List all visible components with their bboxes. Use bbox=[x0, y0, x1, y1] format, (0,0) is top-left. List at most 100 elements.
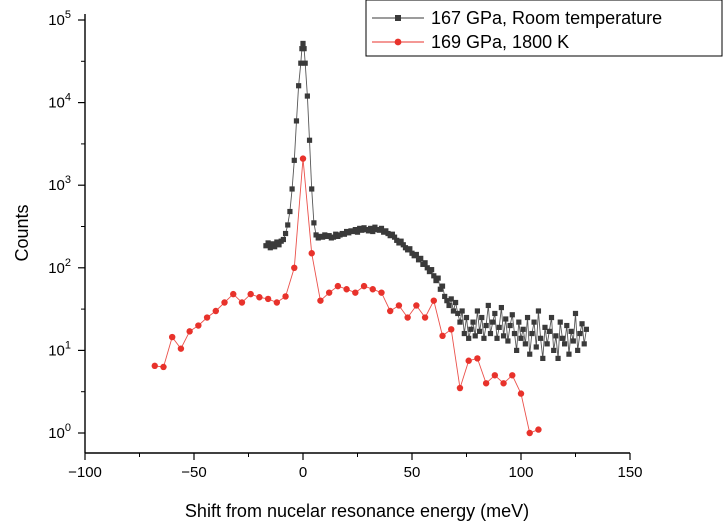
legend-entries: 167 GPa, Room temperature 169 GPa, 1800 K bbox=[372, 8, 662, 52]
data-point-circle bbox=[509, 372, 516, 379]
data-point-square bbox=[330, 234, 337, 240]
data-point-square bbox=[265, 240, 271, 246]
data-point-circle bbox=[203, 314, 211, 321]
data-point-square bbox=[470, 319, 476, 325]
data-point-square bbox=[429, 267, 435, 273]
data-point-circle bbox=[186, 328, 193, 335]
data-point-square bbox=[507, 322, 513, 329]
data-point-square bbox=[309, 186, 315, 192]
data-point-square bbox=[577, 330, 583, 337]
data-point-square bbox=[503, 316, 509, 322]
y-axis-title: Counts bbox=[12, 204, 32, 261]
data-point-square bbox=[439, 283, 446, 289]
data-point-square bbox=[400, 242, 406, 248]
data-point-square bbox=[301, 46, 307, 52]
data-point-square bbox=[446, 302, 452, 309]
data-point-square bbox=[490, 319, 496, 325]
data-point-circle bbox=[195, 322, 202, 329]
data-point-circle bbox=[517, 390, 525, 397]
data-point-circle bbox=[282, 293, 289, 300]
data-point-circle bbox=[465, 357, 472, 364]
data-point-square bbox=[474, 308, 480, 314]
data-point-square bbox=[461, 330, 467, 337]
data-point-circle bbox=[387, 307, 394, 315]
data-point-square bbox=[450, 308, 457, 314]
data-point-circle bbox=[535, 426, 542, 433]
x-tick-label: 100 bbox=[508, 464, 533, 481]
data-point-square bbox=[354, 229, 361, 235]
data-point-square bbox=[293, 118, 300, 124]
data-point-square bbox=[538, 335, 544, 341]
data-point-square bbox=[555, 355, 561, 362]
x-tick-label: 0 bbox=[299, 464, 307, 481]
data-point-square bbox=[263, 243, 269, 249]
y-tick-label: 104 bbox=[48, 92, 71, 112]
data-point-circle bbox=[343, 286, 350, 293]
data-point-square bbox=[287, 208, 293, 215]
legend-marker-square bbox=[395, 15, 401, 21]
data-point-square bbox=[522, 341, 528, 347]
data-point-square bbox=[285, 222, 291, 228]
x-ticks: −100 −50 0 50 100 150 bbox=[68, 453, 643, 481]
data-point-circle bbox=[369, 286, 376, 293]
y-tick-label: 100 bbox=[48, 422, 71, 442]
data-point-square bbox=[542, 324, 548, 330]
data-point-square bbox=[496, 324, 502, 330]
data-point-square bbox=[581, 341, 587, 347]
data-point-square bbox=[509, 312, 515, 318]
data-point-circle bbox=[491, 372, 499, 379]
data-point-circle bbox=[430, 297, 437, 304]
data-point-square bbox=[548, 314, 555, 321]
legend-marker-circle bbox=[394, 38, 402, 46]
data-point-square bbox=[566, 351, 572, 357]
data-point-square bbox=[289, 186, 295, 192]
data-point-square bbox=[298, 60, 304, 66]
data-point-square bbox=[453, 299, 459, 306]
data-point-circle bbox=[212, 307, 219, 315]
data-point-circle bbox=[352, 289, 359, 296]
data-point-square bbox=[418, 255, 424, 261]
data-point-square bbox=[500, 333, 507, 339]
data-point-circle bbox=[526, 429, 533, 437]
data-point-square bbox=[557, 319, 563, 325]
data-point-circle bbox=[264, 295, 272, 303]
data-point-square bbox=[516, 319, 522, 325]
data-point-square bbox=[466, 335, 472, 341]
data-point-circle bbox=[439, 332, 446, 340]
data-point-square bbox=[391, 234, 398, 240]
data-point-circle bbox=[169, 333, 176, 341]
data-point-square bbox=[481, 335, 487, 341]
data-point-square bbox=[568, 328, 574, 334]
y-tick-label: 103 bbox=[48, 174, 71, 194]
data-point-square bbox=[551, 347, 557, 353]
data-point-square bbox=[313, 232, 319, 238]
data-point-circle bbox=[299, 155, 307, 162]
data-point-square bbox=[535, 308, 542, 314]
data-point-square bbox=[269, 241, 276, 247]
data-point-square bbox=[431, 273, 437, 279]
data-point-square bbox=[274, 239, 280, 245]
data-point-square bbox=[437, 286, 443, 292]
data-point-circle bbox=[177, 345, 185, 352]
data-point-square bbox=[398, 238, 404, 244]
legend-box bbox=[365, 0, 723, 57]
data-point-square bbox=[518, 335, 524, 341]
data-point-circle bbox=[500, 380, 507, 387]
data-point-square bbox=[505, 338, 511, 344]
data-point-square bbox=[531, 319, 537, 325]
data-point-circle bbox=[334, 282, 342, 290]
data-point-circle bbox=[160, 363, 167, 371]
data-point-circle bbox=[325, 289, 333, 296]
data-point-circle bbox=[221, 299, 228, 306]
data-point-circle bbox=[273, 299, 281, 306]
data-point-circle bbox=[404, 314, 411, 321]
data-point-square bbox=[544, 341, 550, 347]
data-point-square bbox=[463, 314, 470, 321]
data-point-circle bbox=[230, 290, 237, 298]
data-point-circle bbox=[413, 302, 420, 309]
data-point-square bbox=[422, 260, 428, 266]
data-point-square bbox=[498, 304, 504, 311]
data-point-square bbox=[367, 225, 374, 231]
legend-label-2: 169 GPa, 1800 K bbox=[431, 32, 569, 52]
data-point-square bbox=[468, 326, 474, 332]
